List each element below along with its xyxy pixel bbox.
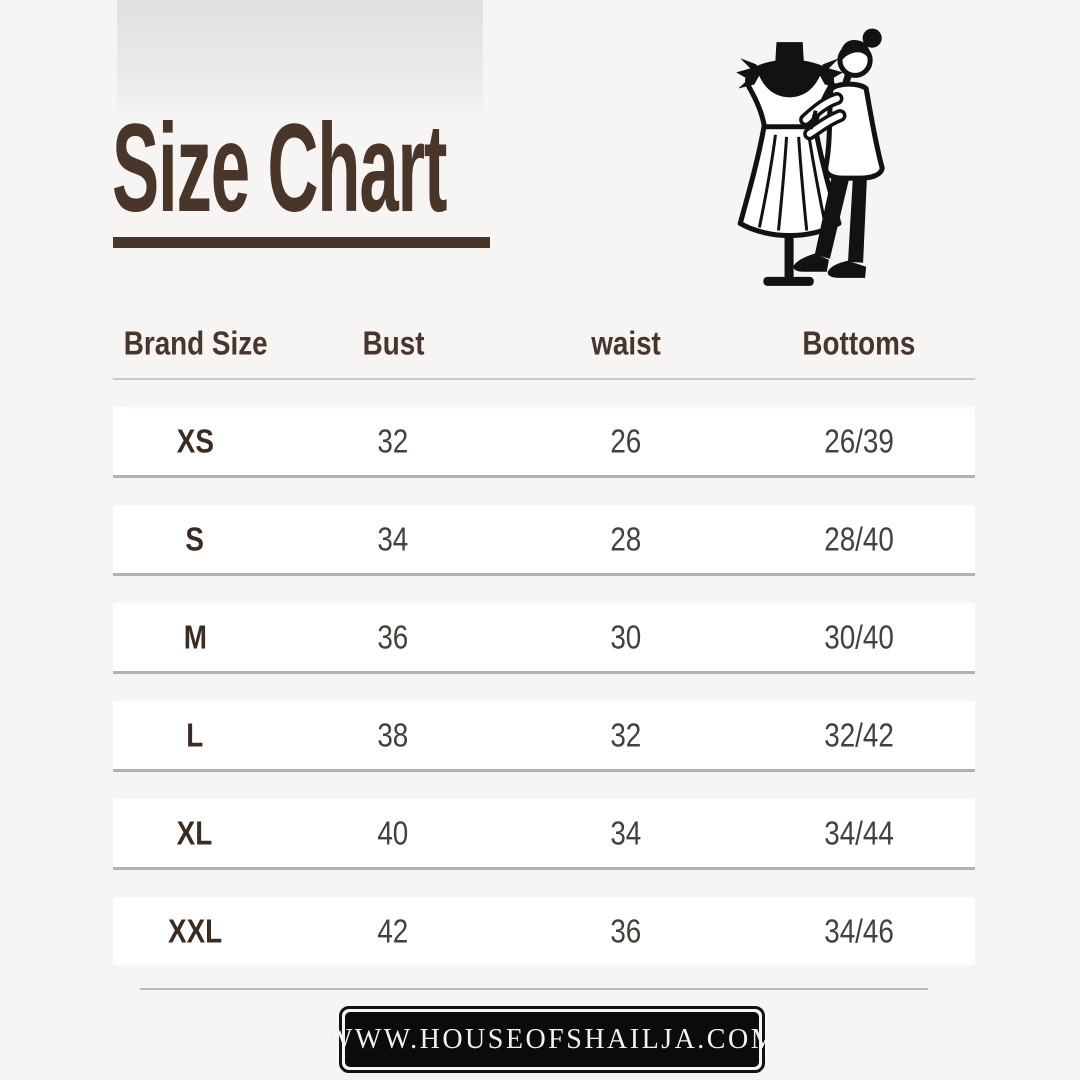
table-row-xxl: XXL 42 36 34/46 [113,897,975,965]
cell-bottoms: 34/44 [823,813,894,852]
website-url: WWW.HOUSEOFSHAILJA.COM [326,1012,776,1067]
cell-bottoms: 30/40 [823,617,894,656]
title-background-gradient [117,0,483,122]
cell-waist: 30 [610,617,642,656]
table-row-l: L 38 32 32/42 [113,701,975,772]
cell-bust: 36 [377,617,409,656]
table-row-m: M 36 30 30/40 [113,603,975,674]
cell-brand-size: XXL [167,911,222,950]
cell-bust: 34 [377,519,409,558]
table-row-xs: XS 32 26 26/39 [113,407,975,478]
title-underline [113,237,490,248]
cell-brand-size: S [185,519,205,558]
cell-brand-size: XS [176,421,214,460]
column-header-brand-size: Brand Size [123,323,268,362]
tailor-mannequin-illustration [736,28,885,286]
footer-divider [140,988,928,990]
table-header-row: Brand Size Bust waist Bottoms [113,308,975,380]
cell-bust: 42 [377,911,409,950]
column-header-bottoms: Bottoms [802,323,916,362]
cell-waist: 28 [610,519,642,558]
cell-brand-size: M [183,617,207,656]
cell-brand-size: L [186,715,204,754]
cell-waist: 34 [610,813,642,852]
column-header-waist: waist [591,323,661,362]
table-row-s: S 34 28 28/40 [113,505,975,576]
cell-bust: 32 [377,421,409,460]
cell-waist: 36 [610,911,642,950]
cell-waist: 32 [610,715,642,754]
cell-bottoms: 34/46 [823,911,894,950]
cell-bottoms: 26/39 [823,421,894,460]
cell-bust: 40 [377,813,409,852]
column-header-bust: Bust [362,323,425,362]
cell-waist: 26 [610,421,642,460]
cell-bottoms: 28/40 [823,519,894,558]
table-row-xl: XL 40 34 34/44 [113,799,975,870]
cell-brand-size: XL [177,813,213,852]
page-title: Size Chart [112,98,447,239]
size-table: Brand Size Bust waist Bottoms XS 32 26 2… [113,308,975,965]
website-badge: WWW.HOUSEOFSHAILJA.COM [326,1006,776,1073]
cell-bottoms: 32/42 [823,715,894,754]
cell-bust: 38 [377,715,409,754]
